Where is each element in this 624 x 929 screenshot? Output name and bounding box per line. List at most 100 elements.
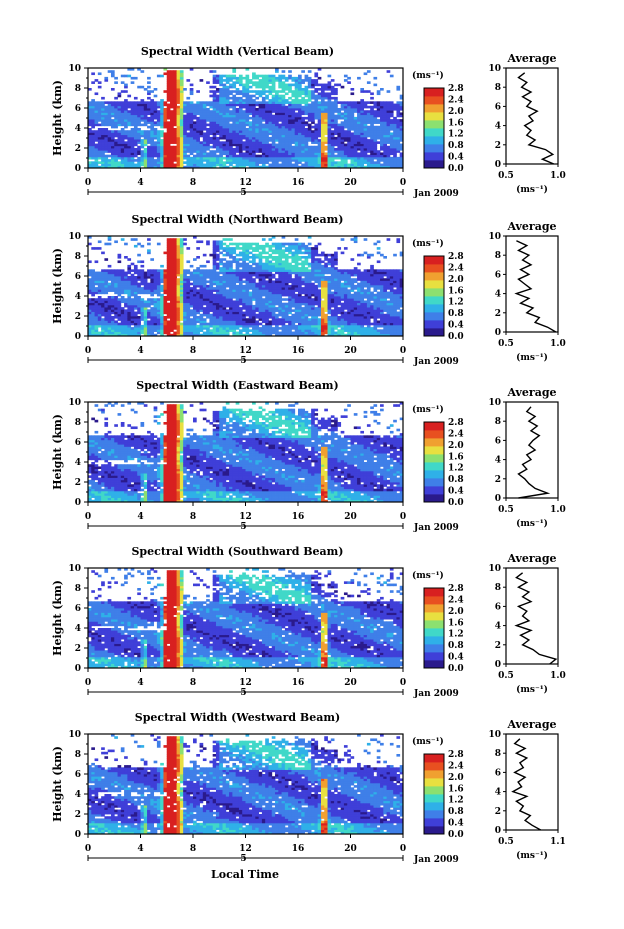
heatmap-cell [133, 267, 138, 270]
heatmap-cell [114, 276, 118, 279]
heatmap-cell [130, 139, 135, 142]
heatmap-cell [301, 105, 305, 109]
heatmap-cell [245, 300, 250, 304]
heatmap-cell [245, 163, 250, 167]
heatmap-cell [166, 103, 171, 107]
heatmap-cell [304, 145, 309, 149]
heatmap-cell [301, 88, 305, 91]
heatmap-cell [143, 282, 148, 286]
heatmap-cell [133, 291, 138, 295]
heatmap-cell [268, 159, 273, 162]
heatmap-cell [153, 110, 158, 113]
heatmap-cell [199, 110, 204, 113]
heatmap-cell [380, 114, 384, 118]
heatmap-cell [242, 307, 246, 310]
heatmap-cell [114, 156, 118, 160]
heatmap-cell [202, 276, 207, 279]
heatmap-cell [150, 289, 155, 292]
heatmap-cell [340, 163, 345, 167]
heatmap-cell [88, 318, 92, 321]
heatmap-cell [117, 145, 122, 149]
heatmap-cell [268, 90, 273, 93]
heatmap-cell [376, 154, 381, 158]
heatmap-cell [324, 163, 328, 167]
heatmap-cell [193, 139, 197, 142]
heatmap-cell [133, 123, 138, 127]
heatmap-cell [255, 125, 260, 129]
heatmap-cell [163, 123, 168, 127]
heatmap-cell [124, 327, 128, 330]
heatmap-cell [301, 130, 305, 133]
heatmap-cell [147, 284, 151, 288]
heatmap-cell [222, 101, 227, 104]
heatmap-cell [307, 156, 312, 160]
heatmap-cell [120, 287, 125, 290]
heatmap-cell [130, 320, 135, 324]
heatmap-cell [107, 302, 112, 306]
heatmap-cell [238, 302, 243, 306]
heatmap-cell [350, 141, 355, 144]
heatmap-cell [88, 304, 92, 308]
heatmap-cell [366, 156, 371, 160]
heatmap-cell [343, 108, 348, 111]
heatmap-cell [212, 99, 217, 102]
heatmap-cell [179, 94, 184, 98]
heatmap-cell [153, 112, 158, 116]
heatmap-cell [363, 105, 368, 109]
heatmap-cell [314, 116, 319, 120]
heatmap-cell [166, 121, 171, 124]
heatmap-cell [176, 148, 181, 151]
heatmap-cell [252, 74, 256, 78]
heatmap-cell [219, 289, 223, 292]
heatmap-cell [101, 329, 105, 332]
heatmap-cell [212, 139, 217, 142]
heatmap-cell [225, 88, 230, 91]
heatmap-cell [120, 313, 125, 317]
heatmap-cell [143, 132, 148, 136]
heatmap-cell [380, 159, 384, 162]
heatmap-cell [238, 81, 243, 84]
heatmap-cell [340, 159, 345, 162]
heatmap-cell [255, 304, 260, 308]
heatmap-cell [288, 154, 292, 158]
heatmap-cell [156, 331, 161, 335]
heatmap-cell [133, 136, 138, 140]
heatmap-cell [107, 331, 112, 335]
heatmap-cell [291, 165, 296, 168]
heatmap-cell [88, 152, 92, 156]
heatmap-cell [212, 331, 217, 335]
heatmap-cell [320, 99, 325, 102]
heatmap-cell [337, 154, 342, 158]
heatmap-cell [294, 90, 299, 93]
heatmap-cell [137, 309, 141, 312]
heatmap-cell [232, 83, 237, 87]
heatmap-cell [140, 132, 145, 136]
heatmap-cell [117, 318, 122, 321]
heatmap-cell [183, 130, 187, 133]
heatmap-cell [160, 134, 164, 138]
heatmap-cell [156, 163, 161, 167]
heatmap-cell [304, 76, 309, 80]
heatmap-cell [271, 134, 276, 138]
heatmap-cell [235, 244, 240, 248]
heatmap-cell [110, 74, 115, 78]
heatmap-cell [101, 289, 105, 292]
heatmap-cell [225, 300, 230, 304]
heatmap-cell [170, 94, 174, 98]
heatmap-cell [238, 141, 243, 144]
heatmap-cell [173, 136, 177, 140]
heatmap-cell [334, 163, 338, 167]
heatmap-cell [235, 145, 240, 149]
heatmap-cell [222, 163, 227, 167]
heatmap-cell [104, 311, 109, 315]
heatmap-cell [255, 247, 260, 250]
heatmap-cell [232, 284, 237, 288]
heatmap-cell [399, 159, 403, 162]
heatmap-cell [347, 156, 351, 160]
heatmap-cell [104, 163, 109, 167]
heatmap-cell [360, 110, 365, 113]
heatmap-cell [268, 139, 273, 142]
heatmap-cell [242, 242, 246, 246]
heatmap-cell [238, 110, 243, 113]
heatmap-cell [307, 81, 312, 84]
